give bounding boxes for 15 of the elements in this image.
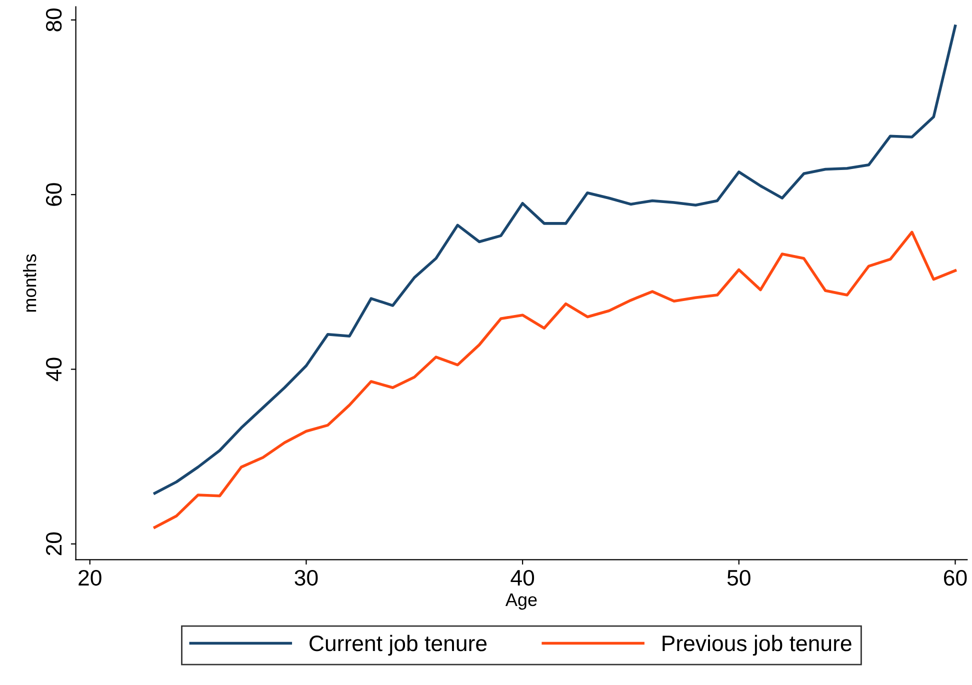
x-tick-label: 20 (78, 570, 102, 586)
x-tick-label: 40 (510, 570, 534, 586)
x-tick-label: 30 (294, 570, 318, 586)
y-tick-label: 20 (46, 532, 62, 556)
y-tick-label: 40 (46, 358, 62, 382)
legend-label: Previous job tenure (662, 634, 852, 656)
y-axis-title: months (22, 254, 36, 312)
line-series (153, 230, 957, 529)
line-series (153, 24, 957, 495)
legend-label: Current job tenure (310, 634, 487, 656)
x-tick-label: 50 (727, 570, 750, 586)
x-tick-label: 60 (944, 570, 967, 586)
x-axis-title: Age (505, 594, 537, 610)
y-tick-label: 60 (46, 183, 62, 206)
y-tick-label: 80 (46, 8, 62, 32)
